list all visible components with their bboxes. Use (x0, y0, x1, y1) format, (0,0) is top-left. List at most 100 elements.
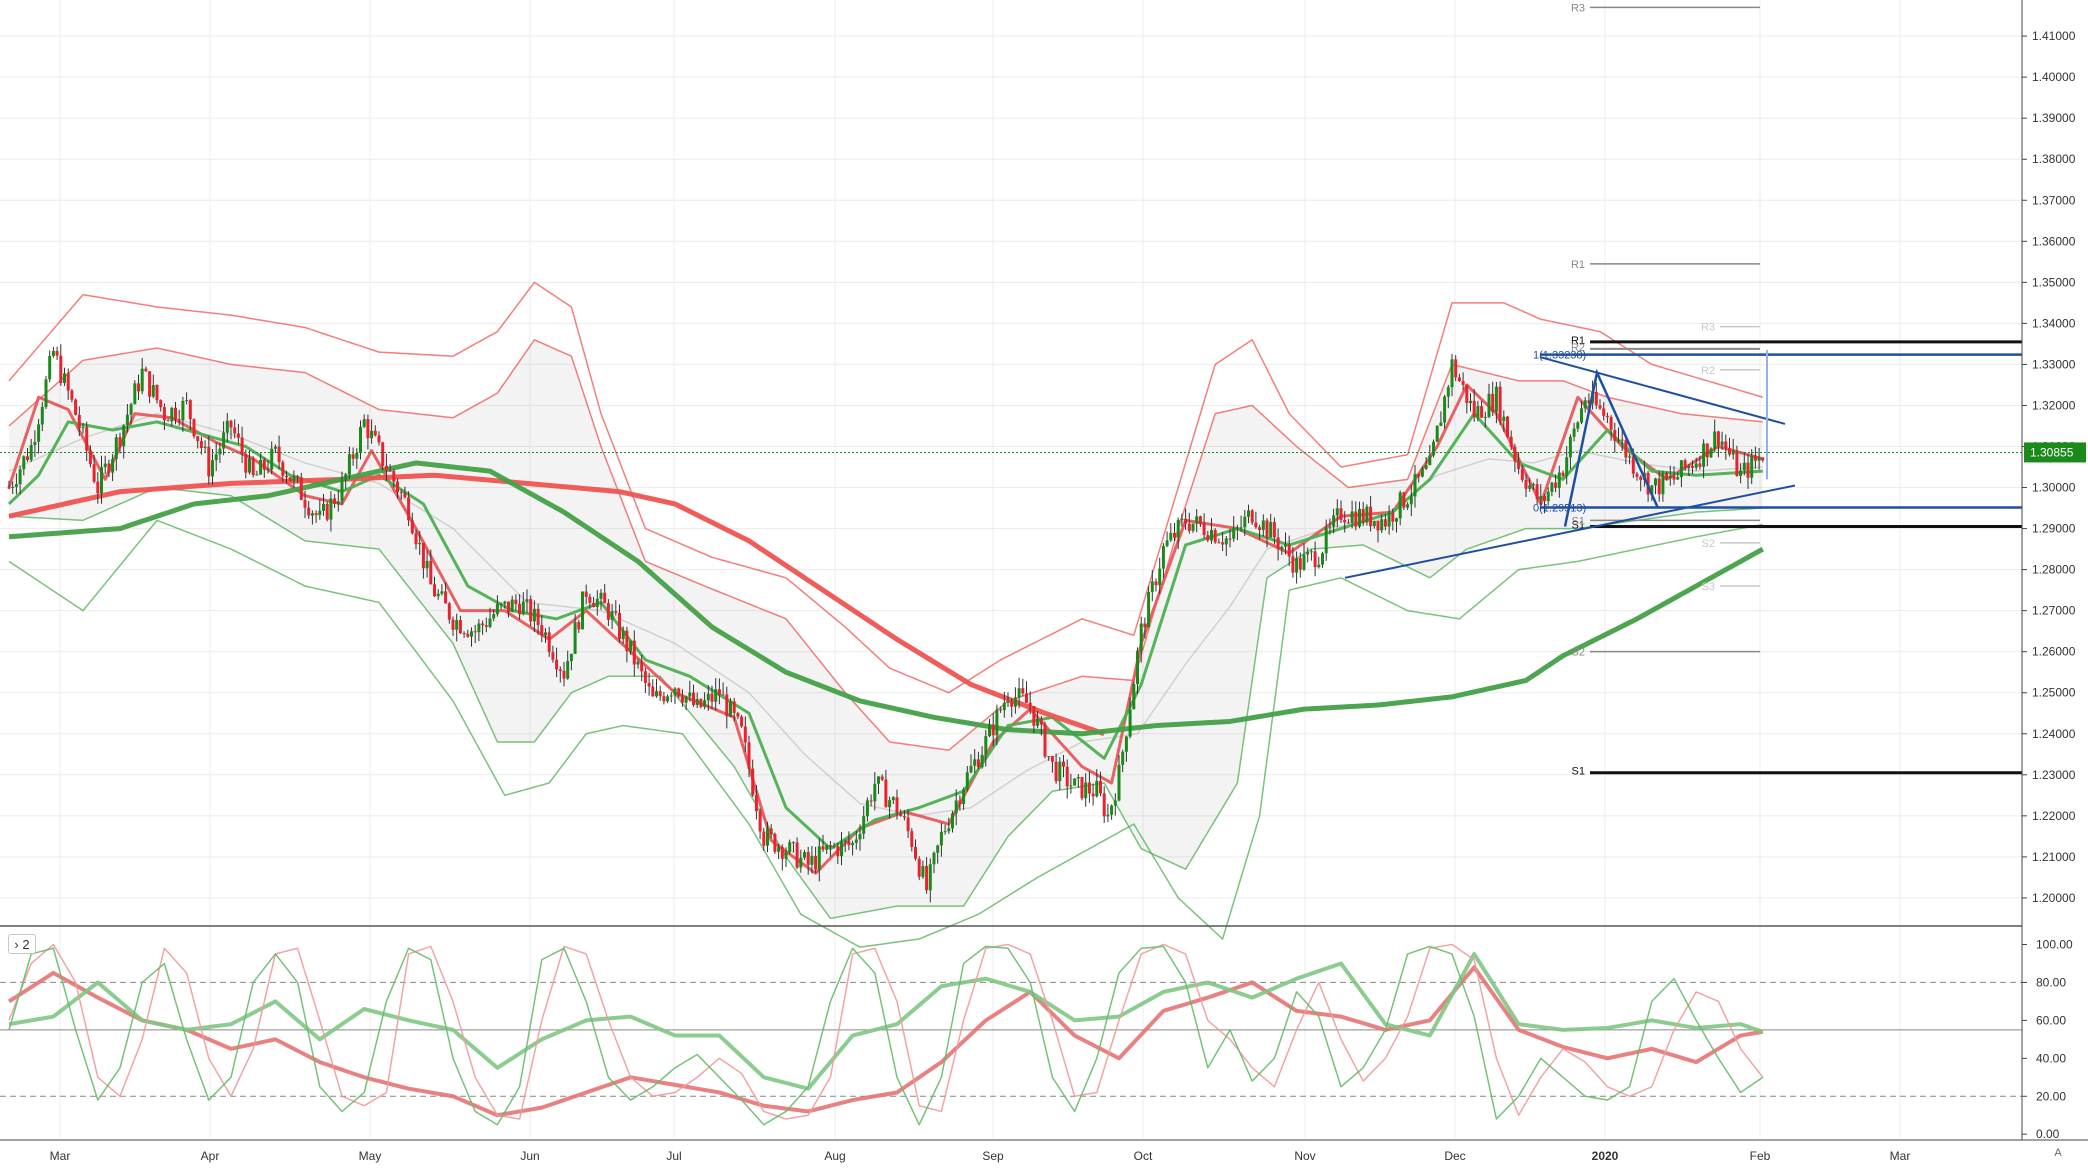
candle-down (836, 846, 840, 857)
candle-down (1657, 478, 1661, 495)
candle-down (999, 709, 1003, 711)
pivot-label-r3: R3 (1701, 322, 1715, 334)
candle-down (507, 601, 510, 612)
candle-up (1687, 465, 1691, 469)
time-tick-label: Mar (50, 1149, 71, 1163)
candle-down (433, 584, 436, 597)
trendline-support[interactable] (1344, 484, 1796, 579)
candle-up (669, 695, 673, 697)
candle-down (1313, 551, 1317, 568)
candle-down (647, 683, 651, 687)
trendline-resistance[interactable] (1539, 356, 1786, 425)
price-tick-label: 1.27000 (2032, 604, 2076, 618)
candle-down (166, 420, 170, 422)
candle-down (66, 373, 70, 391)
candle-down (1298, 558, 1302, 570)
candle-down (1258, 527, 1262, 530)
candle-down (751, 768, 755, 796)
candle-up (673, 688, 677, 696)
candle-down (325, 503, 329, 520)
candle-up (1557, 472, 1561, 488)
candle-down (1402, 492, 1406, 508)
time-tick-label: Oct (1134, 1149, 1153, 1163)
candle-up (1469, 400, 1472, 404)
candle-down (74, 399, 78, 415)
candle-up (629, 640, 633, 652)
candle-up (1679, 460, 1683, 478)
candle-down (59, 355, 63, 383)
candle-up (322, 503, 325, 511)
candle-up (1750, 455, 1754, 478)
candle-down (584, 591, 588, 597)
candle-up (1284, 544, 1287, 547)
candle-down (77, 414, 81, 429)
candle-up (988, 724, 991, 737)
oscillator-tick-label: 0.00 (2036, 1127, 2060, 1141)
candle-up (825, 845, 829, 850)
candle-down (869, 800, 873, 802)
candle-up (1136, 650, 1139, 685)
candle-down (1543, 496, 1546, 502)
candle-down (1287, 544, 1291, 557)
candle-down (1032, 706, 1036, 726)
candle-down (1039, 718, 1043, 725)
bollinger-lower-outer-line (8, 519, 1763, 948)
candle-down (906, 817, 910, 832)
candle-down (403, 492, 407, 498)
candle-down (1217, 542, 1221, 544)
candle-up (436, 593, 440, 597)
candle-up (29, 445, 33, 460)
candle-down (92, 464, 96, 482)
candle-up (888, 800, 892, 808)
candle-up (1309, 551, 1313, 553)
candle-up (81, 427, 85, 429)
candle-up (962, 789, 966, 805)
candle-down (1498, 386, 1502, 422)
candle-down (1276, 537, 1280, 550)
candle-down (196, 436, 200, 442)
candle-down (414, 533, 418, 545)
candle-down (107, 463, 111, 473)
candle-up (1247, 510, 1250, 517)
candle-down (144, 368, 148, 372)
candle-up (995, 709, 999, 736)
pattern-drawing[interactable] (1563, 368, 1660, 527)
candle-down (285, 475, 288, 478)
candle-up (1117, 764, 1121, 801)
candle-down (821, 846, 825, 850)
candle-down (303, 499, 307, 508)
candle-up (51, 350, 55, 356)
candle-down (780, 847, 784, 859)
candle-down (188, 400, 192, 420)
candle-up (1668, 475, 1672, 479)
candle-up (14, 484, 18, 487)
candle-down (251, 458, 255, 475)
candle-down (806, 851, 810, 865)
bollinger-mid-line (8, 412, 1763, 817)
candle-up (1324, 527, 1328, 554)
auto-scale-button[interactable]: A (2054, 1147, 2062, 1159)
candle-down (614, 611, 618, 613)
candle-up (114, 437, 118, 459)
candle-down (692, 692, 695, 706)
indicator-pane-toggle[interactable]: › 2 (8, 934, 36, 954)
candle-up (1494, 386, 1498, 412)
candle-up (347, 454, 351, 475)
candle-up (1302, 554, 1306, 570)
candle-down (462, 633, 466, 635)
candle-up (1550, 482, 1554, 492)
candle-up (1036, 718, 1040, 726)
candle-up (721, 694, 725, 696)
candle-down (828, 845, 832, 847)
candle-up (266, 469, 270, 471)
candle-down (377, 435, 381, 443)
candle-up (425, 560, 429, 569)
candle-up (1169, 532, 1173, 541)
candle-up (817, 846, 821, 870)
candle-up (129, 404, 133, 415)
candle-up (140, 368, 144, 392)
candle-down (55, 350, 59, 356)
time-tick-label: 2020 (1592, 1149, 1619, 1163)
